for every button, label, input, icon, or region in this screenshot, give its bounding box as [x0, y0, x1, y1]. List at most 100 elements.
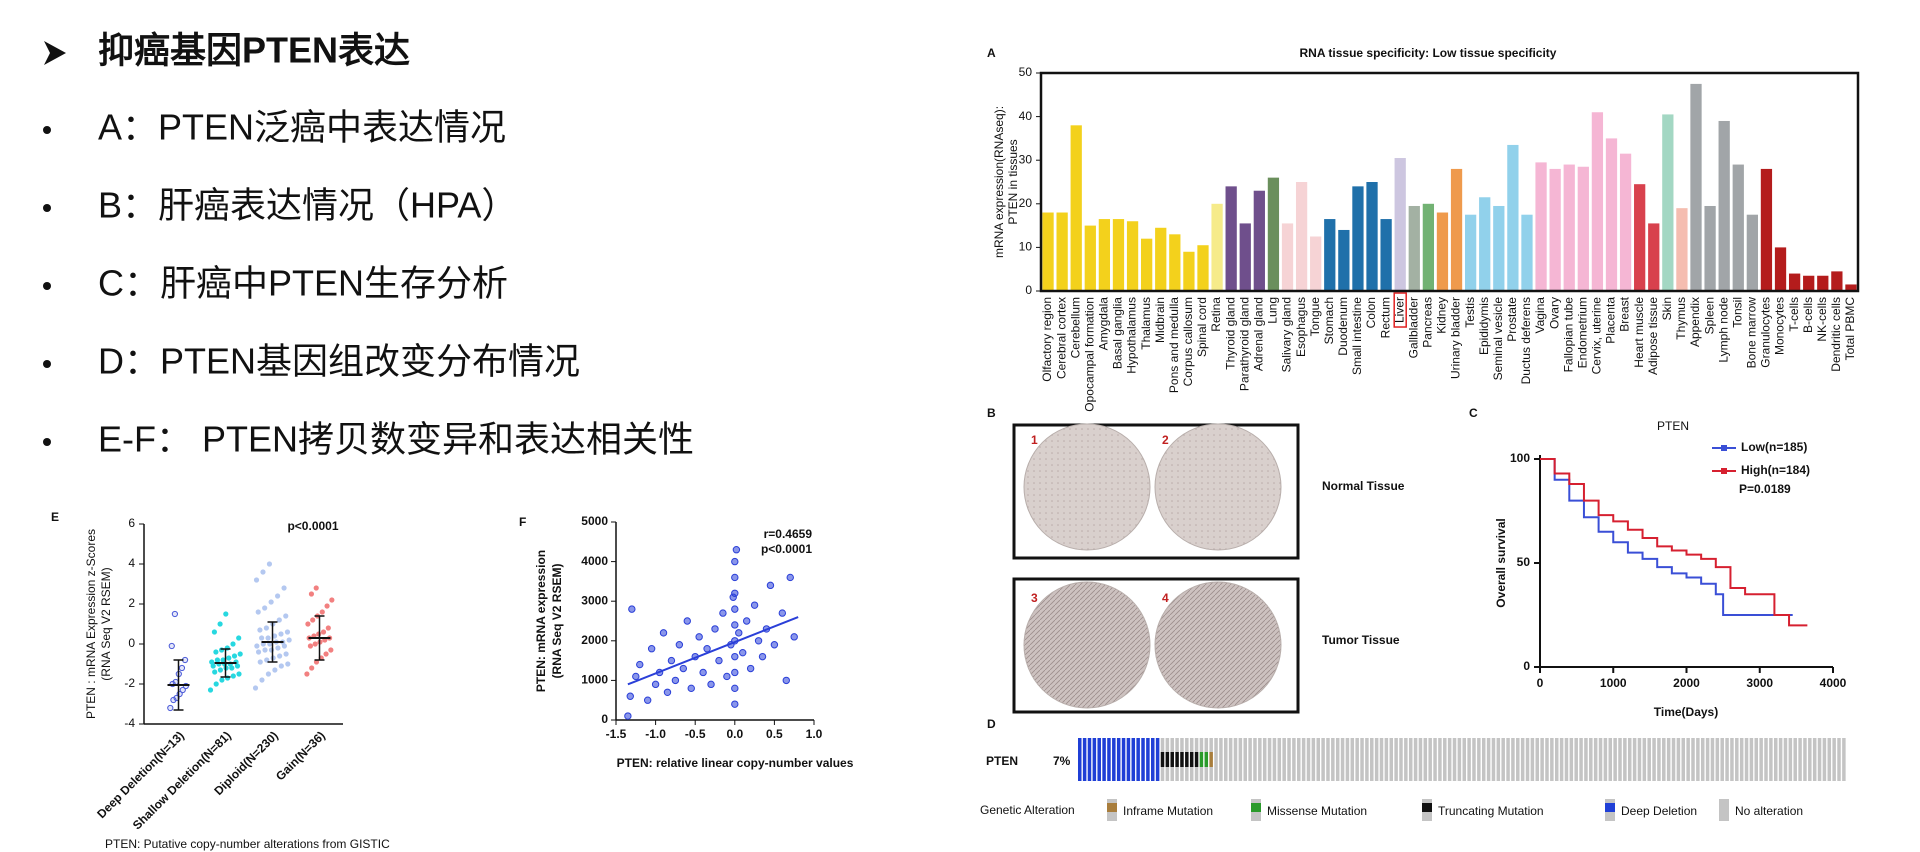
x-tick-label: Gallbladder [1406, 297, 1420, 358]
bullet-text: C：肝癌中PTEN生存分析 [98, 263, 508, 304]
x-tick-label: Salivary gland [1280, 297, 1294, 372]
image-number: 1 [1031, 433, 1038, 447]
sample-bar [1642, 738, 1647, 781]
bar [1577, 166, 1589, 291]
data-point [231, 653, 238, 659]
legend-marker [1721, 468, 1727, 474]
y-tick-label: -2 [124, 676, 135, 690]
bar [1155, 227, 1167, 291]
sample-bar [1243, 738, 1247, 781]
legend-label: Deep Deletion [1621, 804, 1697, 818]
bar [1605, 138, 1618, 291]
data-point [268, 647, 275, 653]
data-point [667, 656, 676, 665]
data-point [307, 643, 314, 649]
x-tick-label: 1.0 [806, 727, 823, 741]
data-point [687, 684, 695, 693]
sample-bar [1126, 738, 1131, 781]
sample-bar [1589, 738, 1593, 781]
bar [1056, 212, 1068, 291]
sample-bar [1136, 738, 1140, 781]
x-tick-label: -0.5 [685, 727, 706, 741]
legend-label: Missense Mutation [1267, 804, 1367, 818]
bar [1788, 273, 1801, 291]
data-point [319, 609, 325, 615]
legend-label: High(n=184) [1741, 463, 1810, 477]
bar [1718, 120, 1730, 292]
x-tick-label: Skin [1660, 297, 1674, 320]
sample-bar [1827, 738, 1832, 781]
x-tick-label: Monocytes [1773, 297, 1787, 355]
sample-bg [1209, 738, 1213, 752]
sample-bar [1627, 738, 1632, 781]
data-point [211, 629, 217, 635]
y-tick-label: 0 [128, 636, 135, 650]
sample-bar [1720, 738, 1724, 781]
bar [1042, 212, 1054, 291]
bullet-dot [43, 438, 51, 446]
sample-bar [1637, 738, 1642, 781]
y-axis-label: Overall survival [1494, 518, 1508, 607]
y-axis-label: mRNA expression(RNAseq): [992, 106, 1006, 258]
data-point [277, 653, 283, 659]
data-point [731, 557, 739, 566]
x-tick-label: Total PBMC [1843, 297, 1857, 361]
bullet-dot [43, 204, 51, 212]
data-point [255, 649, 262, 655]
bar [1352, 186, 1364, 291]
sample-bar [1657, 738, 1661, 781]
sample-bar [1370, 738, 1374, 781]
data-point [213, 649, 219, 655]
sample-bar [1812, 738, 1817, 781]
bar [1690, 83, 1702, 292]
data-point [308, 591, 315, 597]
sample-bar [1554, 738, 1559, 781]
sample-bar [1496, 738, 1501, 781]
sample-bar [1710, 738, 1715, 781]
data-point [283, 613, 289, 619]
bar [1619, 153, 1632, 291]
data-point [237, 651, 243, 657]
row-label: Tumor Tissue [1322, 633, 1400, 647]
sample-bg [1165, 767, 1170, 781]
x-tick-label: T-cells [1787, 297, 1801, 332]
sample-bg [1170, 767, 1174, 781]
sample-bar [1141, 738, 1145, 781]
data-point [647, 645, 656, 653]
data-point [220, 657, 226, 663]
x-tick-label: Colon [1364, 297, 1378, 328]
sample-bar [1262, 738, 1267, 781]
bar [1084, 225, 1096, 291]
sample-bar [1267, 738, 1272, 781]
x-tick-label: Ovary [1547, 297, 1561, 329]
data-point [278, 663, 284, 669]
sample-bar [1715, 738, 1720, 781]
x-tick-label: Thalamus [1139, 297, 1153, 350]
legend-label: No alteration [1735, 804, 1803, 818]
data-point [209, 659, 215, 665]
data-point [735, 629, 743, 637]
x-tick-label: Corpus callosum [1181, 297, 1195, 386]
data-point [719, 609, 727, 617]
sample-bar [1199, 752, 1204, 767]
bar [1408, 205, 1420, 291]
y-tick-label: 50 [1019, 65, 1033, 79]
data-point [766, 581, 775, 590]
x-tick-label: Prostate [1505, 297, 1519, 342]
y-axis-label: PTEN in tissues [1006, 139, 1020, 224]
bar [1126, 221, 1139, 291]
sample-bar [1569, 738, 1574, 781]
sample-bar [1272, 738, 1277, 781]
sample-bar [1394, 738, 1398, 781]
sample-bar [1798, 738, 1802, 781]
y-tick-label: 4000 [581, 554, 608, 568]
sample-bar [1671, 738, 1676, 781]
data-point [320, 629, 327, 635]
bar [1634, 184, 1646, 291]
sample-bg [1180, 767, 1184, 781]
sample-bar [1443, 738, 1447, 781]
bar [1450, 168, 1463, 291]
x-tick-label: Kidney [1435, 297, 1449, 334]
sample-bar [1613, 738, 1617, 781]
